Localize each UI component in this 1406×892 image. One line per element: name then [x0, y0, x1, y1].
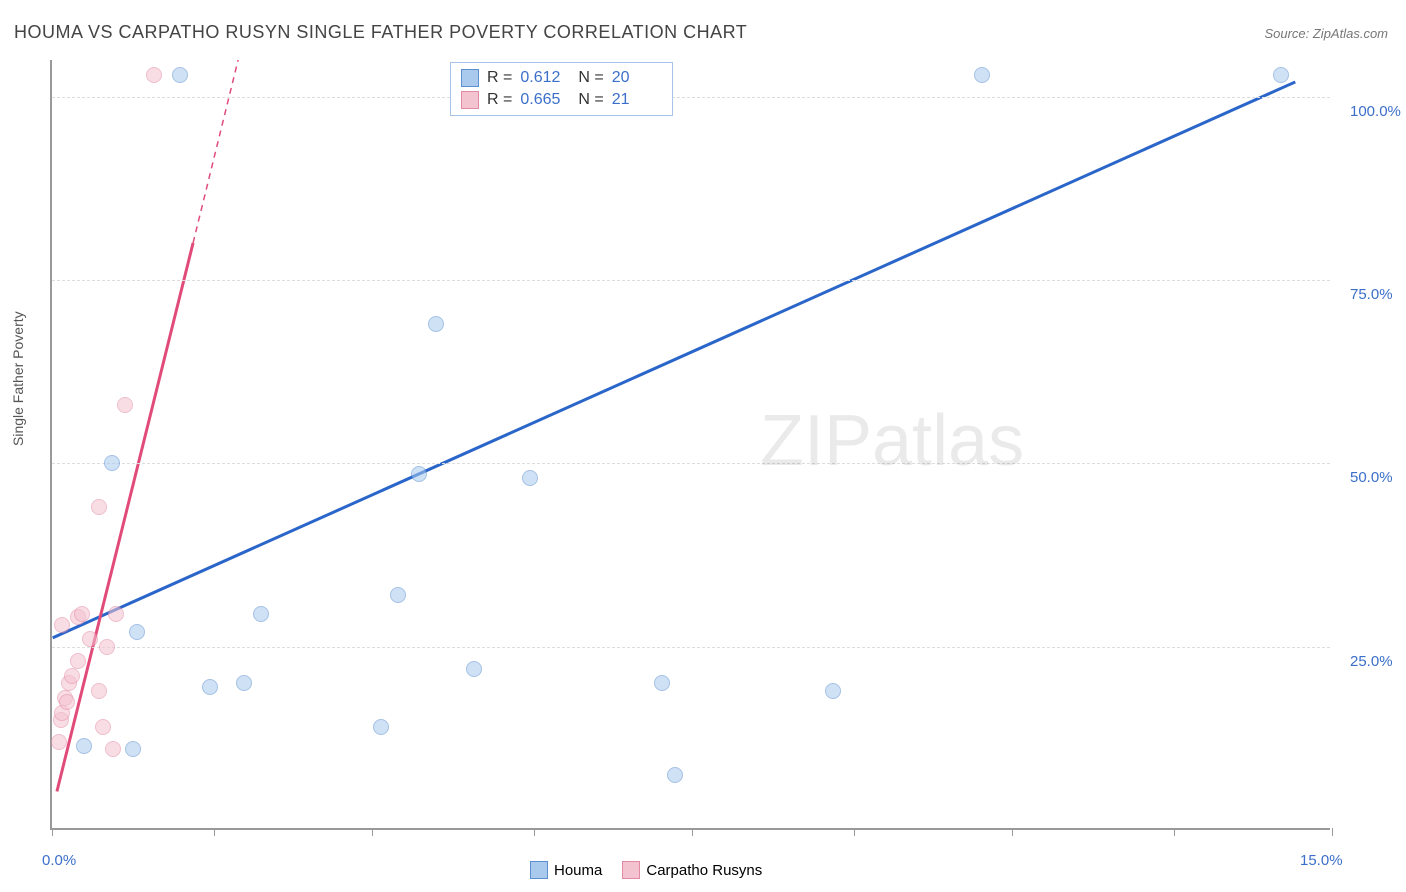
- legend-n-value: 20: [612, 69, 662, 87]
- plot-area: [50, 60, 1330, 830]
- trend-line: [57, 243, 193, 792]
- legend-n-label: N =: [578, 91, 603, 109]
- data-point: [82, 631, 98, 647]
- trend-line: [193, 60, 240, 243]
- data-point: [59, 694, 75, 710]
- y-tick-label: 100.0%: [1350, 103, 1401, 120]
- data-point: [54, 617, 70, 633]
- data-point: [104, 455, 120, 471]
- data-point: [99, 639, 115, 655]
- x-tick-label: 15.0%: [1300, 852, 1343, 869]
- trend-line: [53, 82, 1296, 638]
- data-point: [522, 470, 538, 486]
- data-point: [105, 741, 121, 757]
- gridline-h: [52, 463, 1330, 464]
- data-point: [95, 719, 111, 735]
- stats-legend: R = 0.612 N = 20 R = 0.665 N = 21: [450, 62, 673, 116]
- data-point: [654, 675, 670, 691]
- gridline-h: [52, 97, 1330, 98]
- legend-n-value: 21: [612, 91, 662, 109]
- data-point: [64, 668, 80, 684]
- legend-stat-row: R = 0.612 N = 20: [461, 67, 662, 89]
- data-point: [373, 719, 389, 735]
- data-point: [974, 67, 990, 83]
- data-point: [108, 606, 124, 622]
- y-axis-label: Single Father Poverty: [10, 311, 26, 446]
- legend-r-label: R =: [487, 69, 512, 87]
- data-point: [146, 67, 162, 83]
- data-point: [253, 606, 269, 622]
- legend-r-value: 0.612: [520, 69, 570, 87]
- data-point: [91, 499, 107, 515]
- gridline-h: [52, 647, 1330, 648]
- data-point: [125, 741, 141, 757]
- data-point: [172, 67, 188, 83]
- legend-stat-row: R = 0.665 N = 21: [461, 89, 662, 111]
- data-point: [70, 653, 86, 669]
- legend-r-label: R =: [487, 91, 512, 109]
- data-point: [76, 738, 92, 754]
- data-point: [466, 661, 482, 677]
- data-point: [411, 466, 427, 482]
- legend-swatch: [530, 861, 548, 879]
- x-tick-label: 0.0%: [42, 852, 76, 869]
- legend-swatch: [622, 861, 640, 879]
- chart-title: HOUMA VS CARPATHO RUSYN SINGLE FATHER PO…: [14, 22, 747, 43]
- legend-series-name: Houma: [554, 862, 602, 879]
- x-tick: [1332, 828, 1333, 836]
- x-tick: [214, 828, 215, 836]
- x-tick: [854, 828, 855, 836]
- gridline-h: [52, 280, 1330, 281]
- legend-swatch: [461, 91, 479, 109]
- legend-series-item: Carpatho Rusyns: [622, 861, 762, 879]
- data-point: [129, 624, 145, 640]
- y-tick-label: 25.0%: [1350, 653, 1393, 670]
- x-tick: [692, 828, 693, 836]
- data-point: [91, 683, 107, 699]
- x-tick: [1174, 828, 1175, 836]
- data-point: [390, 587, 406, 603]
- legend-swatch: [461, 69, 479, 87]
- legend-series-name: Carpatho Rusyns: [646, 862, 762, 879]
- x-tick: [534, 828, 535, 836]
- data-point: [825, 683, 841, 699]
- data-point: [51, 734, 67, 750]
- x-tick: [52, 828, 53, 836]
- data-point: [667, 767, 683, 783]
- data-point: [202, 679, 218, 695]
- legend-n-label: N =: [578, 69, 603, 87]
- y-tick-label: 75.0%: [1350, 286, 1393, 303]
- data-point: [117, 397, 133, 413]
- x-tick: [1012, 828, 1013, 836]
- data-point: [428, 316, 444, 332]
- legend-series-item: Houma: [530, 861, 602, 879]
- data-point: [74, 606, 90, 622]
- data-point: [1273, 67, 1289, 83]
- x-tick: [372, 828, 373, 836]
- data-point: [236, 675, 252, 691]
- y-tick-label: 50.0%: [1350, 469, 1393, 486]
- source-attribution: Source: ZipAtlas.com: [1264, 26, 1388, 41]
- trend-lines-layer: [52, 60, 1330, 828]
- series-legend: Houma Carpatho Rusyns: [530, 861, 762, 879]
- legend-r-value: 0.665: [520, 91, 570, 109]
- correlation-chart: HOUMA VS CARPATHO RUSYN SINGLE FATHER PO…: [0, 0, 1406, 892]
